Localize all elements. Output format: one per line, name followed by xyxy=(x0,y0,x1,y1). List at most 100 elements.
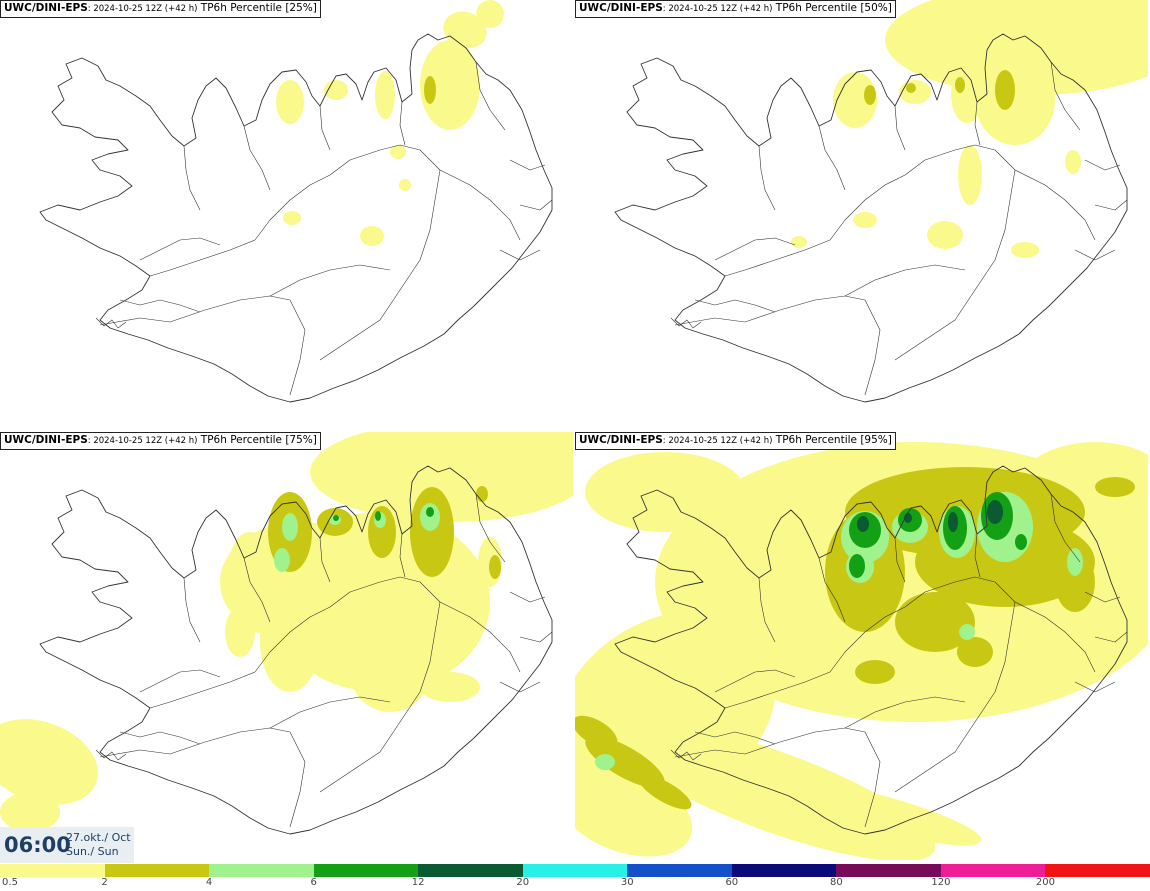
road-line xyxy=(475,61,506,131)
precip-area xyxy=(282,513,298,541)
road-line xyxy=(670,749,702,761)
road-line xyxy=(1050,61,1081,131)
road-line xyxy=(924,144,1046,186)
road-line xyxy=(99,295,271,326)
run-info: : 2024-10-25 12Z (+42 h) xyxy=(662,4,773,14)
road-line xyxy=(844,696,966,729)
precip-area xyxy=(230,532,270,592)
coastline xyxy=(39,465,553,835)
precip-area xyxy=(399,179,411,191)
road-line xyxy=(319,105,331,151)
precip-area xyxy=(948,512,958,532)
precip-area xyxy=(857,516,869,532)
legend-tick-label: 60 xyxy=(725,877,739,888)
legend-swatch xyxy=(940,864,1047,877)
coastline xyxy=(614,33,1128,403)
field-name: TP6h Percentile [95%] xyxy=(772,434,892,446)
precip-area xyxy=(276,80,304,124)
road-line xyxy=(499,681,541,693)
road-line xyxy=(509,591,546,603)
run-info: : 2024-10-25 12Z (+42 h) xyxy=(662,436,773,446)
coastline xyxy=(614,465,1128,835)
precip-area xyxy=(260,592,320,692)
precip-area xyxy=(283,211,301,225)
precip-area xyxy=(855,660,895,684)
legend-tick-label: 6 xyxy=(310,877,317,888)
precip-area xyxy=(1065,150,1081,174)
map-panel-75: UWC/DINI-EPS: 2024-10-25 12Z (+42 h) TP6… xyxy=(0,432,573,860)
precip-area xyxy=(360,226,384,246)
road-line xyxy=(243,557,271,623)
road-line xyxy=(694,731,776,745)
road-line xyxy=(519,199,553,211)
precip-area xyxy=(225,607,255,657)
road-line xyxy=(1074,249,1116,261)
road-line xyxy=(269,264,391,297)
road-line xyxy=(1084,159,1121,171)
legend-tick-label: 0.5 xyxy=(2,877,18,888)
road-line xyxy=(254,591,351,673)
precip-area xyxy=(959,624,975,640)
legend-tick-label: 80 xyxy=(829,877,843,888)
legend-swatch xyxy=(627,864,733,877)
legend-tick-label: 30 xyxy=(620,877,634,888)
precip-area xyxy=(853,212,877,228)
date-line-1: 27.okt./ Oct xyxy=(66,831,131,844)
road-line xyxy=(519,631,553,643)
precip-area xyxy=(0,719,99,805)
precip-area xyxy=(957,637,993,667)
road-line xyxy=(714,669,796,693)
precip-map-95 xyxy=(575,442,1148,860)
valid-time: 06:00 xyxy=(4,833,71,857)
legend-swatch xyxy=(522,864,629,877)
precip-area xyxy=(987,500,1003,524)
precip-area xyxy=(958,145,982,205)
road-line xyxy=(974,101,981,146)
date-line-2: Sun./ Sun xyxy=(66,845,119,858)
road-line xyxy=(469,616,521,673)
model-name: UWC/DINI-EPS xyxy=(4,2,88,14)
precip-area xyxy=(791,236,807,248)
road-line xyxy=(1044,184,1096,241)
map-panel-95: UWC/DINI-EPS: 2024-10-25 12Z (+42 h) TP6… xyxy=(575,432,1148,860)
road-line xyxy=(924,576,1046,618)
road-line xyxy=(894,169,1016,361)
road-line xyxy=(149,239,256,277)
panel-title: UWC/DINI-EPS: 2024-10-25 12Z (+42 h) TP6… xyxy=(0,0,321,18)
run-info: : 2024-10-25 12Z (+42 h) xyxy=(87,4,198,14)
road-line xyxy=(894,601,1016,793)
legend-swatch xyxy=(731,864,838,877)
legend-tick-label: 120 xyxy=(931,877,951,888)
legend-tick-label: 12 xyxy=(411,877,425,888)
precip-area xyxy=(424,76,436,104)
precip-area xyxy=(274,548,290,572)
road-line xyxy=(1074,681,1116,693)
road-line xyxy=(818,557,846,623)
precip-area xyxy=(585,452,745,532)
precip-area xyxy=(575,715,618,749)
precip-map-75 xyxy=(0,432,573,835)
road-line xyxy=(319,537,331,583)
coastline xyxy=(39,33,553,403)
road-line xyxy=(183,577,201,643)
run-info: : 2024-10-25 12Z (+42 h) xyxy=(87,436,198,446)
road-line xyxy=(674,295,846,326)
precip-area xyxy=(899,80,931,104)
road-line xyxy=(399,101,406,146)
precip-area xyxy=(440,432,573,482)
road-line xyxy=(269,295,306,396)
model-name: UWC/DINI-EPS xyxy=(579,2,663,14)
road-line xyxy=(1084,591,1121,603)
road-line xyxy=(149,671,256,709)
road-line xyxy=(894,105,906,151)
road-line xyxy=(183,145,201,211)
precip-area xyxy=(1015,534,1027,550)
precip-area xyxy=(595,754,615,770)
map-panel-50: UWC/DINI-EPS: 2024-10-25 12Z (+42 h) TP6… xyxy=(575,0,1148,428)
precip-area xyxy=(489,555,501,579)
road-line xyxy=(99,727,271,758)
precip-area xyxy=(375,71,395,119)
road-line xyxy=(1050,493,1081,563)
legend-tick-label: 4 xyxy=(205,877,213,888)
legend-swatch xyxy=(104,864,211,877)
